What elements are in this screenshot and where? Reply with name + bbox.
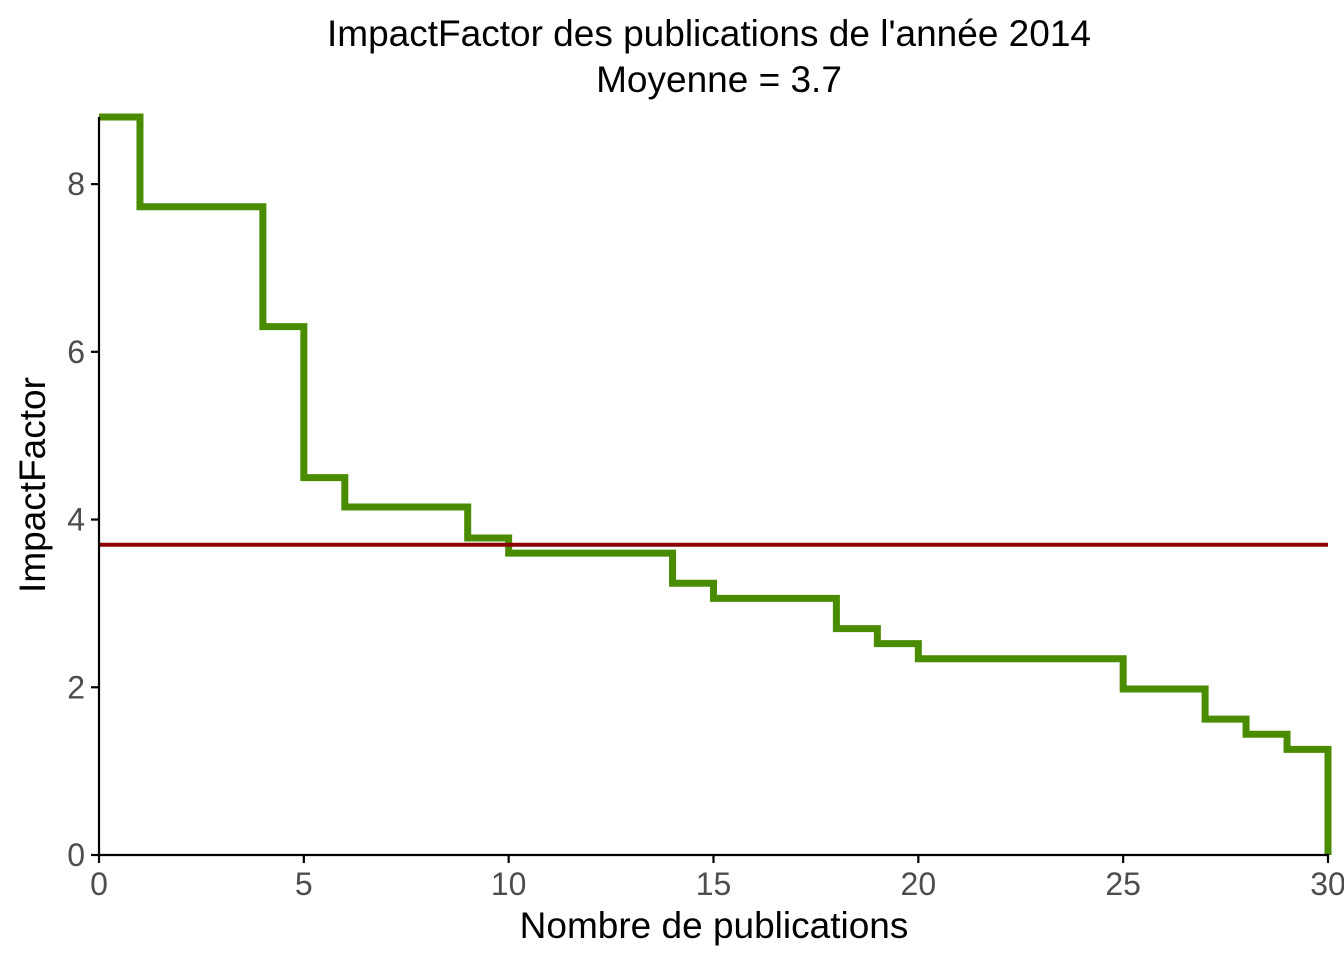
y-tick-label: 4 (67, 502, 85, 538)
x-tick-label: 25 (1105, 866, 1141, 902)
y-axis-ticks: 0 2 4 6 8 (67, 166, 99, 873)
x-tick-label: 0 (90, 866, 108, 902)
y-tick-label: 0 (67, 837, 85, 873)
plot-area (99, 113, 1332, 855)
x-tick-label: 20 (901, 866, 937, 902)
x-tick-label: 30 (1310, 866, 1344, 902)
y-tick-label: 6 (67, 334, 85, 370)
x-axis-title: Nombre de publications (520, 905, 909, 946)
x-axis-ticks: 0 5 10 15 20 25 30 (90, 855, 1344, 902)
impact-factor-step-line (99, 113, 1332, 855)
chart-subtitle: Moyenne = 3.7 (596, 59, 842, 100)
y-tick-label: 8 (67, 166, 85, 202)
x-tick-label: 15 (696, 866, 732, 902)
x-tick-label: 5 (295, 866, 313, 902)
chart-title: ImpactFactor des publications de l'année… (327, 13, 1091, 54)
y-axis-title: ImpactFactor (12, 377, 53, 593)
y-tick-label: 2 (67, 669, 85, 705)
x-tick-label: 10 (491, 866, 527, 902)
